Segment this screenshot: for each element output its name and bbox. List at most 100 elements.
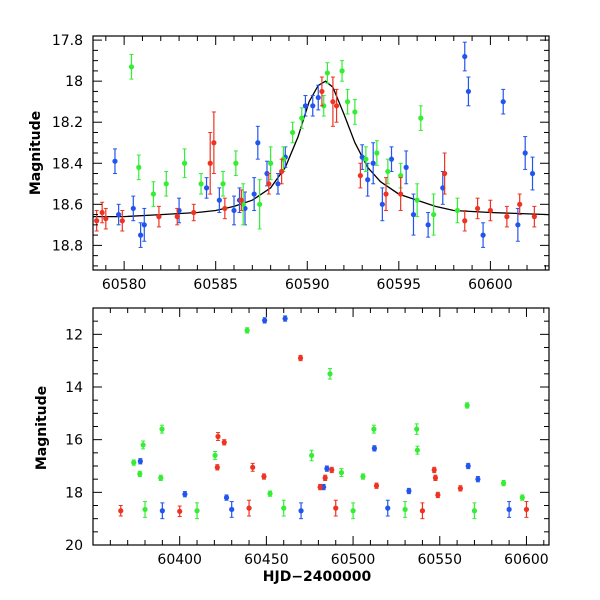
data-point [454, 207, 461, 214]
data-point [350, 508, 356, 514]
data-point [159, 508, 165, 514]
data-point [414, 426, 420, 432]
data-point [229, 506, 235, 513]
x-tick-label: 60400 [157, 552, 202, 568]
data-point [339, 68, 345, 74]
x-tick-label: 60580 [102, 277, 147, 293]
data-point [379, 201, 385, 207]
model-curve-line [93, 80, 549, 218]
data-point [137, 458, 143, 464]
data-point [99, 209, 105, 216]
y-tick-label: 12 [65, 327, 83, 343]
data-point [383, 191, 389, 197]
data-point [156, 214, 162, 220]
data-point [142, 506, 148, 513]
data-point [211, 140, 217, 146]
y-tick-label: 16 [65, 433, 83, 449]
data-point [131, 459, 137, 466]
x-tick-label: 60595 [377, 277, 422, 293]
data-point [388, 156, 395, 162]
data-point [267, 491, 273, 497]
y-tick-label: 18.8 [52, 238, 83, 254]
x-tick-label: 60600 [468, 277, 513, 293]
data-point [216, 197, 222, 203]
data-point [480, 232, 486, 238]
data-point [103, 216, 109, 222]
data-point [371, 445, 378, 451]
data-point [344, 99, 351, 105]
top-plot-area [93, 41, 549, 248]
data-point [181, 160, 188, 166]
y-tick-label: 18.4 [52, 156, 83, 172]
data-point [238, 197, 244, 203]
y-tick-label: 18.6 [52, 197, 83, 213]
data-point [487, 207, 493, 214]
data-point [522, 150, 528, 156]
data-point [517, 201, 523, 207]
x-tick-label: 60600 [504, 552, 549, 568]
top-series-0 [112, 41, 536, 248]
data-point [385, 168, 391, 175]
bottom-axes: 60400 60450 60500 60550 60600 12 14 16 18 20 [65, 307, 550, 568]
data-point [465, 88, 472, 95]
data-point [212, 452, 218, 459]
data-point [373, 483, 380, 489]
data-point [163, 181, 169, 187]
data-point [523, 506, 530, 513]
data-point [266, 181, 272, 187]
data-point [159, 426, 165, 432]
data-point [431, 211, 437, 218]
data-point [435, 492, 441, 498]
data-point [191, 209, 197, 216]
y-tick-label: 18 [65, 485, 83, 501]
data-point [419, 508, 426, 514]
y-tick-label: 14 [65, 380, 83, 396]
data-point [324, 466, 330, 472]
data-point [231, 207, 237, 214]
data-point [500, 480, 507, 486]
data-point [338, 469, 345, 476]
data-point [137, 471, 143, 477]
x-tick-label: 60550 [417, 552, 462, 568]
data-point [410, 211, 417, 218]
top-y-axis-title: Magnitude [28, 111, 44, 195]
data-point [406, 488, 412, 494]
top-series-1 [128, 53, 461, 236]
data-point [275, 181, 281, 187]
data-point [462, 218, 468, 224]
data-point [329, 467, 335, 473]
data-point [515, 222, 521, 228]
x-tick-label: 60585 [193, 277, 238, 293]
data-point [233, 160, 239, 166]
data-point [207, 160, 213, 166]
data-point [504, 214, 510, 220]
data-point [309, 452, 315, 459]
data-point [136, 164, 142, 170]
y-tick-label: 17.8 [52, 33, 83, 49]
data-point [203, 185, 210, 191]
bottom-series-2 [118, 354, 530, 520]
data-point [333, 505, 339, 511]
data-point [464, 402, 470, 409]
data-point [402, 506, 408, 513]
data-point [140, 442, 146, 448]
data-point [141, 222, 147, 228]
data-point [370, 160, 376, 166]
x-tick-label: 60500 [331, 552, 376, 568]
bottom-y-axis-title: Magnitude [34, 386, 50, 470]
data-point [315, 94, 321, 101]
bottom-series-1 [137, 315, 512, 520]
data-point [519, 495, 525, 501]
data-point [194, 508, 200, 514]
data-point [302, 103, 309, 109]
data-point [324, 70, 331, 76]
y-tick-label: 18.2 [52, 115, 83, 131]
data-point [319, 88, 325, 95]
data-point [119, 218, 125, 224]
data-point [374, 150, 380, 156]
data-point [398, 191, 404, 197]
data-point [506, 506, 512, 513]
data-point [214, 464, 220, 470]
data-point [220, 181, 226, 187]
